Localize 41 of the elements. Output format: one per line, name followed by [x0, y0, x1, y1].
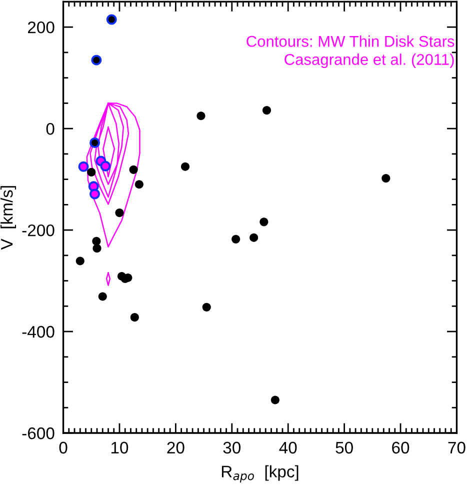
point	[202, 302, 211, 312]
point	[180, 162, 190, 171]
point	[134, 180, 144, 189]
point	[250, 233, 258, 242]
y-tick-label: 200	[28, 21, 54, 34]
x-tick-label: 40	[279, 442, 297, 454]
point	[232, 234, 240, 244]
point	[76, 256, 84, 266]
y-tick-label: 0	[46, 122, 54, 135]
point	[129, 165, 138, 174]
x-tick-label: 20	[167, 442, 184, 454]
x-tick-label: 0	[59, 442, 68, 454]
point	[91, 54, 102, 66]
point	[130, 313, 139, 322]
x-tick-label: 50	[336, 442, 353, 454]
point	[382, 174, 390, 183]
x-tick-label: 60	[392, 442, 410, 454]
point	[262, 106, 272, 115]
x-tick-label: 70	[448, 442, 466, 454]
x-tick-label: 10	[111, 442, 128, 454]
point	[106, 14, 117, 25]
y-tick-label: -600	[22, 427, 54, 440]
point	[90, 138, 100, 148]
y-tick-label: -400	[22, 326, 54, 338]
point	[98, 292, 107, 301]
annotation: Casagrande et al. (2011)	[284, 54, 454, 68]
y-axis-title: V [km/s]	[0, 186, 16, 250]
x-axis-title: R$_{apo}$ [kpc]	[222, 465, 298, 482]
point	[100, 160, 111, 172]
point	[92, 236, 101, 246]
annotation: Contours: MW Thin Disk Stars	[246, 35, 454, 47]
point	[260, 218, 268, 226]
point	[78, 161, 89, 172]
point	[115, 208, 124, 218]
point	[270, 396, 280, 404]
point	[90, 188, 100, 200]
y-tick-label: -200	[22, 224, 54, 236]
point	[87, 168, 96, 176]
x-tick-label: 30	[223, 442, 241, 454]
point	[92, 244, 102, 253]
point	[196, 112, 206, 120]
